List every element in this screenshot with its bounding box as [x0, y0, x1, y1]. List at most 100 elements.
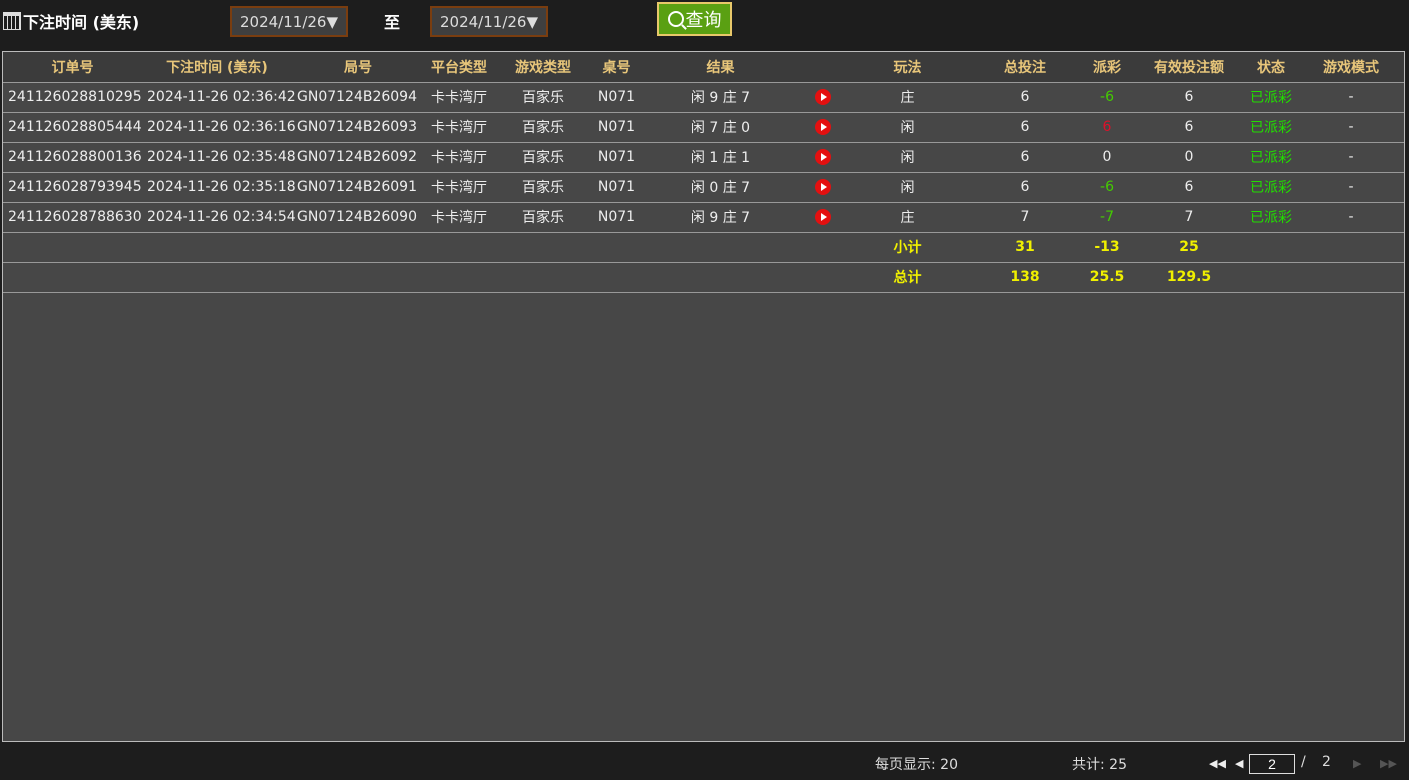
first-page-icon[interactable]: ◀◀ — [1209, 757, 1226, 770]
cell-bet_type: 庄 — [845, 202, 970, 233]
column-header: 总投注 — [970, 52, 1080, 83]
cell-platform: 卡卡湾厅 — [424, 82, 494, 113]
subtotal-payout: -13 — [1080, 232, 1134, 263]
cell-round: GN07124B26092 — [292, 142, 424, 173]
pagination-bar: 每页显示: 20 共计: 25 ◀◀ ◀ / 2 ▶ ▶▶ — [0, 745, 1409, 780]
cell-time: 2024-11-26 02:36:42 — [142, 82, 296, 113]
subtotal-total: 31 — [970, 232, 1080, 263]
play-video-icon[interactable] — [814, 209, 831, 225]
empty — [1244, 262, 1404, 293]
column-header: 派彩 — [1080, 52, 1134, 83]
cell-mode: - — [1298, 112, 1404, 143]
next-page-icon[interactable]: ▶ — [1353, 757, 1362, 770]
column-header: 有效投注额 — [1134, 52, 1244, 83]
prev-page-icon[interactable]: ◀ — [1235, 757, 1244, 770]
cell-payout: 0 — [1080, 142, 1134, 173]
cell-game: 百家乐 — [494, 112, 592, 143]
cell-bet_type: 庄 — [845, 82, 970, 113]
cell-status: 已派彩 — [1244, 142, 1298, 173]
cell-mode: - — [1298, 202, 1404, 233]
play-video-icon[interactable] — [814, 149, 831, 165]
cell-time: 2024-11-26 02:35:48 — [142, 142, 296, 173]
cell-table: N071 — [592, 82, 641, 113]
cell-time: 2024-11-26 02:34:54 — [142, 202, 296, 233]
cell-payout: -6 — [1080, 172, 1134, 203]
cell-status: 已派彩 — [1244, 82, 1298, 113]
cell-order: 241126028788630 — [3, 202, 142, 233]
video-cell — [800, 142, 845, 173]
cell-order: 241126028805444 — [3, 112, 142, 143]
play-video-icon[interactable] — [814, 119, 831, 135]
page-separator: / — [1301, 754, 1306, 770]
last-page-icon[interactable]: ▶▶ — [1380, 757, 1397, 770]
cell-bet_type: 闲 — [845, 112, 970, 143]
cell-total: 6 — [970, 172, 1080, 203]
cell-valid: 6 — [1134, 172, 1244, 203]
cell-status: 已派彩 — [1244, 112, 1298, 143]
table-row: 241126028800136 2024-11-26 02:35:48 GN0712… — [3, 142, 1404, 173]
to-label: 至 — [384, 13, 401, 32]
cell-round: GN07124B26094 — [292, 82, 424, 113]
cell-game: 百家乐 — [494, 142, 592, 173]
cell-mode: - — [1298, 82, 1404, 113]
cell-order: 241126028800136 — [3, 142, 142, 173]
column-header: 状态 — [1244, 52, 1298, 83]
table-row: 241126028793945 2024-11-26 02:35:18 GN0712… — [3, 172, 1404, 203]
cell-order: 241126028793945 — [3, 172, 142, 203]
cell-table: N071 — [592, 112, 641, 143]
per-page: 每页显示: 20 — [875, 757, 958, 773]
cell-result: 闲 9 庄 7 — [641, 202, 800, 233]
cell-payout: -7 — [1080, 202, 1134, 233]
column-header: 下注时间 (美东) — [142, 52, 292, 83]
cell-table: N071 — [592, 172, 641, 203]
cell-payout: 6 — [1080, 112, 1134, 143]
column-header: 局号 — [292, 52, 424, 83]
search-icon — [667, 11, 684, 27]
cell-table: N071 — [592, 142, 641, 173]
cell-game: 百家乐 — [494, 202, 592, 233]
cell-table: N071 — [592, 202, 641, 233]
cell-order: 241126028810295 — [3, 82, 142, 113]
cell-payout: -6 — [1080, 82, 1134, 113]
grandtotal-valid: 129.5 — [1134, 262, 1244, 293]
calendar-icon — [3, 12, 21, 30]
play-video-icon[interactable] — [814, 89, 831, 105]
grandtotal-row: 总计 138 25.5 129.5 — [3, 262, 1404, 293]
cell-status: 已派彩 — [1244, 202, 1298, 233]
column-header: 游戏模式 — [1298, 52, 1404, 83]
cell-round: GN07124B26091 — [292, 172, 424, 203]
column-header: 游戏类型 — [494, 52, 592, 83]
column-header: 桌号 — [592, 52, 641, 83]
end-date-select[interactable]: 2024/11/26▼ — [430, 6, 548, 37]
query-label: 查询 — [685, 10, 722, 31]
cell-result: 闲 7 庄 0 — [641, 112, 800, 143]
empty — [3, 232, 845, 263]
cell-valid: 6 — [1134, 82, 1244, 113]
video-cell — [800, 112, 845, 143]
video-cell — [800, 82, 845, 113]
cell-valid: 0 — [1134, 142, 1244, 173]
total-pages: 2 — [1322, 754, 1331, 770]
filter-bar: 下注时间 (美东) 2024/11/26▼ 至 2024/11/26▼ 查询 — [0, 0, 1409, 44]
column-header — [800, 52, 845, 83]
video-cell — [800, 202, 845, 233]
filter-label: 下注时间 (美东) — [3, 9, 139, 33]
cell-result: 闲 9 庄 7 — [641, 82, 800, 113]
cell-valid: 7 — [1134, 202, 1244, 233]
cell-platform: 卡卡湾厅 — [424, 202, 494, 233]
cell-total: 6 — [970, 82, 1080, 113]
play-video-icon[interactable] — [814, 179, 831, 195]
table-row: 241126028788630 2024-11-26 02:34:54 GN0712… — [3, 202, 1404, 233]
empty — [1244, 232, 1404, 263]
bet-records-table: 订单号 下注时间 (美东) 局号 平台类型 游戏类型 桌号 结果 玩法 总投注 派彩 有效投注额 状态… — [2, 51, 1405, 742]
cell-platform: 卡卡湾厅 — [424, 112, 494, 143]
start-date-select[interactable]: 2024/11/26▼ — [230, 6, 348, 37]
query-button[interactable]: 查询 — [657, 2, 732, 36]
page-input[interactable] — [1249, 754, 1295, 774]
cell-round: GN07124B26090 — [292, 202, 424, 233]
cell-platform: 卡卡湾厅 — [424, 172, 494, 203]
cell-platform: 卡卡湾厅 — [424, 142, 494, 173]
table-row: 241126028805444 2024-11-26 02:36:16 GN0712… — [3, 112, 1404, 143]
grandtotal-total: 138 — [970, 262, 1080, 293]
cell-time: 2024-11-26 02:36:16 — [142, 112, 296, 143]
